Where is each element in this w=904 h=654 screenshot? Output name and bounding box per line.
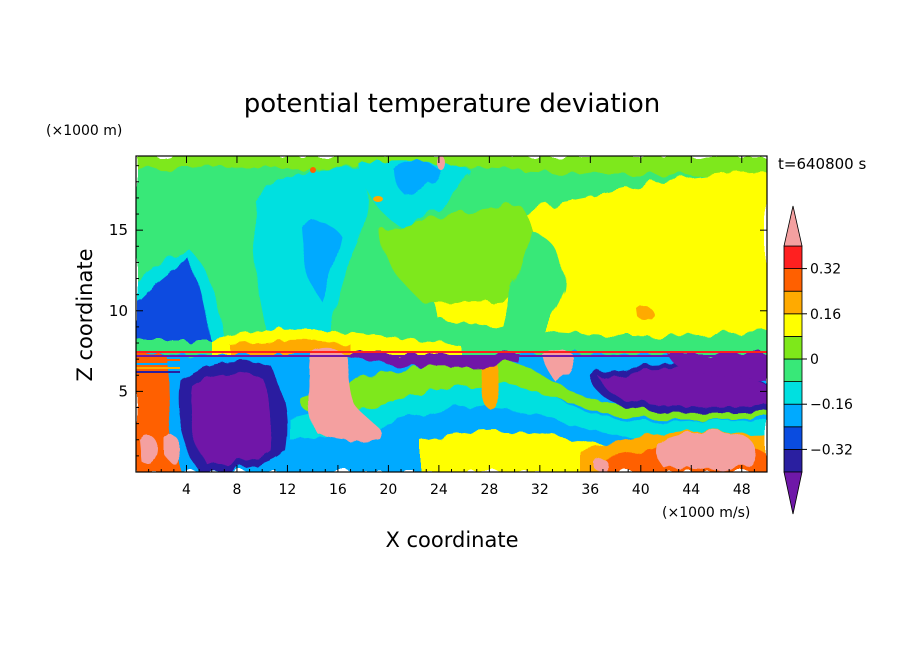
x-tick-label: 24: [430, 482, 448, 498]
region-lower-left-pink-2: [166, 435, 180, 462]
interface-ripples: [136, 351, 767, 373]
colorbar-bottom-arrow: [783, 471, 803, 515]
region-upper-blue-plume: [300, 219, 340, 300]
x-tick-label: 28: [480, 482, 498, 498]
colorbar-box: [783, 403, 803, 428]
top-warm-spots: [310, 156, 445, 202]
region-lower-left-purple-top: [345, 354, 520, 367]
colorbar-box: [783, 313, 803, 337]
region-upper-blue-top: [395, 162, 440, 195]
colorbar-box: [783, 245, 803, 270]
time-label: t=640800 s: [778, 155, 866, 173]
chart-title: potential temperature deviation: [244, 89, 660, 119]
y-tick-label: 15: [109, 221, 128, 239]
region-upper-mid-green: [500, 230, 564, 355]
region-lower-right-purple-top: [668, 354, 767, 382]
colorbar-label: −0.32: [810, 442, 853, 458]
colorbar-box: [783, 268, 803, 292]
region-lower-left-pink: [140, 435, 158, 465]
y-unit-label: (×1000 m): [46, 123, 122, 139]
region-lower-orange-column: [477, 359, 501, 410]
region-upper-right-lime: [380, 205, 560, 302]
region-warm-surface-patch: [657, 430, 757, 470]
x-tick-label: 20: [379, 482, 397, 498]
x-axis-ticks: 4 8 12 16 20 24 28 32 36 40 44 48: [148, 156, 755, 498]
region-lower-right-purple: [600, 369, 767, 407]
x-unit-label: (×1000 m/s): [662, 505, 750, 521]
x-tick-label: 36: [581, 482, 599, 498]
x-tick-label: 40: [632, 482, 650, 498]
colorbar-box: [783, 426, 803, 450]
colorbar-label: 0.16: [810, 307, 841, 323]
x-tick-label: 32: [531, 482, 549, 498]
x-tick-label: 4: [182, 482, 191, 498]
y-axis-label: Z coordinate: [73, 248, 97, 381]
x-tick-label: 48: [733, 482, 751, 498]
region-lower-left-purple: [188, 371, 272, 464]
region-upper-cyan-plume-2: [360, 162, 470, 225]
region-upper-yellow-top: [136, 156, 767, 175]
region-right-orange-spot: [636, 304, 652, 320]
y-tick-label: 5: [118, 382, 128, 400]
colorbar-box: [783, 290, 803, 315]
x-tick-label: 12: [279, 482, 297, 498]
region-warm-bubble: [308, 347, 380, 440]
region-warm-spot-36: [594, 458, 608, 471]
y-axis-ticks: 5 10 15: [109, 165, 767, 457]
colorbar-box: [783, 381, 803, 405]
x-axis-label: X coordinate: [385, 528, 518, 552]
colorbar-label: −0.16: [810, 397, 853, 413]
colorbar-label: 0.32: [810, 262, 841, 278]
contour-field: [136, 156, 767, 472]
colorbar-box: [783, 335, 803, 360]
colorbar-top-arrow: [783, 205, 803, 247]
colorbar-box: [783, 448, 803, 473]
region-upper-left-cold: [136, 258, 210, 340]
colorbar: 0.32 0.16 0 −0.16 −0.32: [783, 205, 853, 515]
colorbar-label: 0: [810, 352, 819, 368]
x-tick-label: 8: [232, 482, 241, 498]
y-tick-label: 10: [109, 302, 128, 320]
colorbar-box: [783, 358, 803, 383]
x-tick-label: 44: [682, 482, 700, 498]
region-warm-spot-34: [540, 350, 578, 384]
x-tick-label: 16: [329, 482, 347, 498]
